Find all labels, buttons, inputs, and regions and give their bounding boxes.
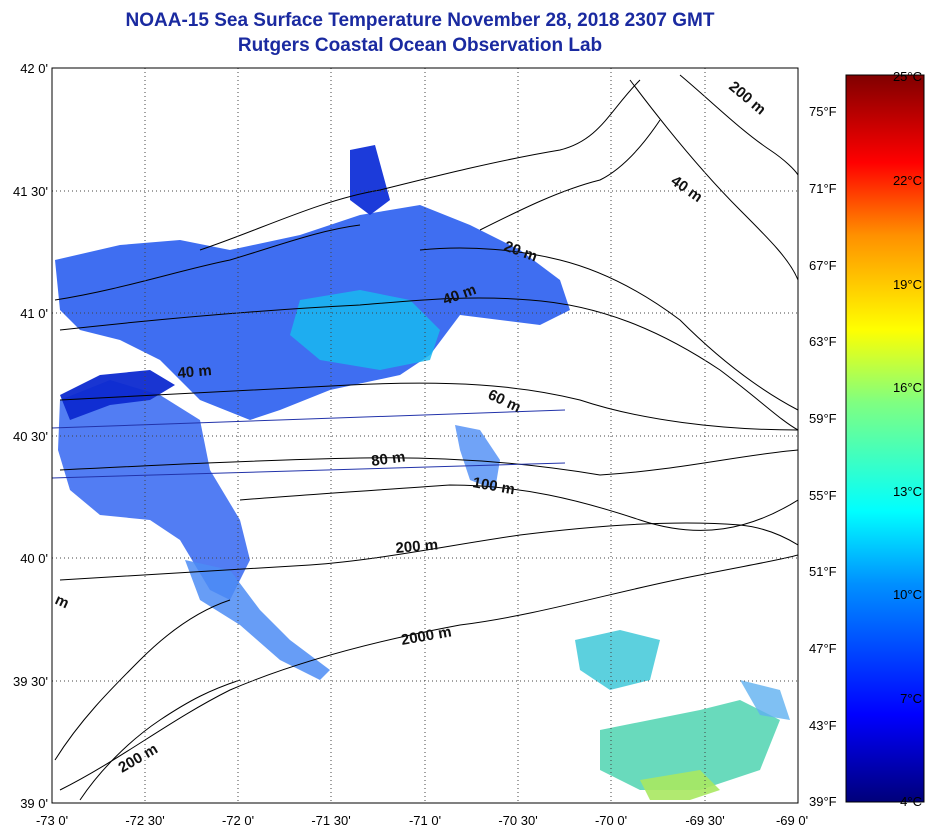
lon-tick: -73 0' [36,813,68,828]
fahrenheit-label: 63°F [809,334,837,349]
contour-2000m [59,554,798,791]
sst-patch-island [350,145,390,215]
fahrenheit-label: 51°F [809,564,837,579]
lat-tick: 40 0' [20,551,48,566]
lon-tick: -72 30' [125,813,164,828]
transect-lines [52,409,566,479]
lat-tick: 40 30' [13,429,48,444]
celsius-label: 10°C [893,587,922,602]
lat-tick: 42 0' [20,61,48,76]
colorbar-fahrenheit-labels: 75°F 71°F 67°F 63°F 59°F 55°F 51°F 47°F … [809,104,837,809]
colorbar-celsius-labels: 25°C 22°C 19°C 16°C 13°C 10°C 7°C 4°C [893,69,922,809]
celsius-label: 4°C [900,794,922,809]
colorbar [845,74,925,803]
sst-patch-south-strand [185,560,330,680]
contour-label-200m: 200 m [395,536,439,557]
coastline-south-shore [54,224,361,301]
lon-tick: -69 0' [776,813,808,828]
contour-200m-sw [54,599,231,761]
contour-40m-ne [629,79,798,281]
coastline-ri-ma [479,119,661,231]
fahrenheit-label: 71°F [809,181,837,196]
fahrenheit-label: 59°F [809,411,837,426]
celsius-label: 13°C [893,484,922,499]
fahrenheit-label: 39°F [809,794,837,809]
sst-patch-west [58,380,250,600]
map-content: 200 m 40 m 20 m 40 m 40 m 60 m 80 m 100 … [52,68,798,803]
fahrenheit-label: 55°F [809,488,837,503]
lon-tick: -70 30' [498,813,537,828]
coastline-ct-shore [199,79,641,251]
celsius-label: 7°C [900,691,922,706]
lon-tick-labels: -73 0' -72 30' -72 0' -71 30' -71 0' -70… [36,813,808,828]
contour-200m [59,522,798,581]
fahrenheit-label: 75°F [809,104,837,119]
lat-lon-grid [52,68,798,803]
contour-100m [239,484,798,531]
transect-south [52,462,566,479]
contour-label-80m: 80 m [370,448,406,470]
sst-patch-dark [60,370,175,420]
lon-tick: -71 0' [409,813,441,828]
contour-20m [419,247,798,411]
contour-label-edge: m [52,591,71,612]
celsius-label: 19°C [893,277,922,292]
lon-tick: -69 30' [685,813,724,828]
contour-40m [59,297,798,431]
lat-tick: 39 0' [20,796,48,811]
lat-tick: 41 0' [20,306,48,321]
contour-label-40m-west: 40 m [177,362,213,382]
fahrenheit-label: 67°F [809,258,837,273]
sst-patch-se-1 [575,630,660,690]
contour-60m [59,382,798,431]
lat-tick: 39 30' [13,674,48,689]
map-subtitle: Rutgers Coastal Ocean Observation Lab [237,35,603,56]
celsius-label: 16°C [893,380,922,395]
sst-patch-cyan [290,290,440,370]
lat-tick-labels: 42 0' 41 30' 41 0' 40 30' 40 0' 39 30' 3… [13,61,48,811]
map-title: NOAA-15 Sea Surface Temperature November… [125,10,715,31]
contour-80m [59,449,798,476]
sst-patch-east-strand [455,425,500,490]
celsius-label: 22°C [893,173,922,188]
lon-tick: -72 0' [222,813,254,828]
lat-tick: 41 30' [13,184,48,199]
lon-tick: -70 0' [595,813,627,828]
sst-patch-se-3 [640,770,720,800]
fahrenheit-label: 47°F [809,641,837,656]
map-border [51,67,799,804]
bathymetry-contours [54,74,798,801]
sst-patch-se-2 [600,700,780,790]
transect-north [52,409,566,429]
fahrenheit-label: 43°F [809,718,837,733]
celsius-label: 25°C [893,69,922,84]
contour-200m-ne [679,74,798,176]
contour-canyon [79,679,241,801]
sst-patch-se-4 [740,680,790,720]
lon-tick: -71 30' [311,813,350,828]
